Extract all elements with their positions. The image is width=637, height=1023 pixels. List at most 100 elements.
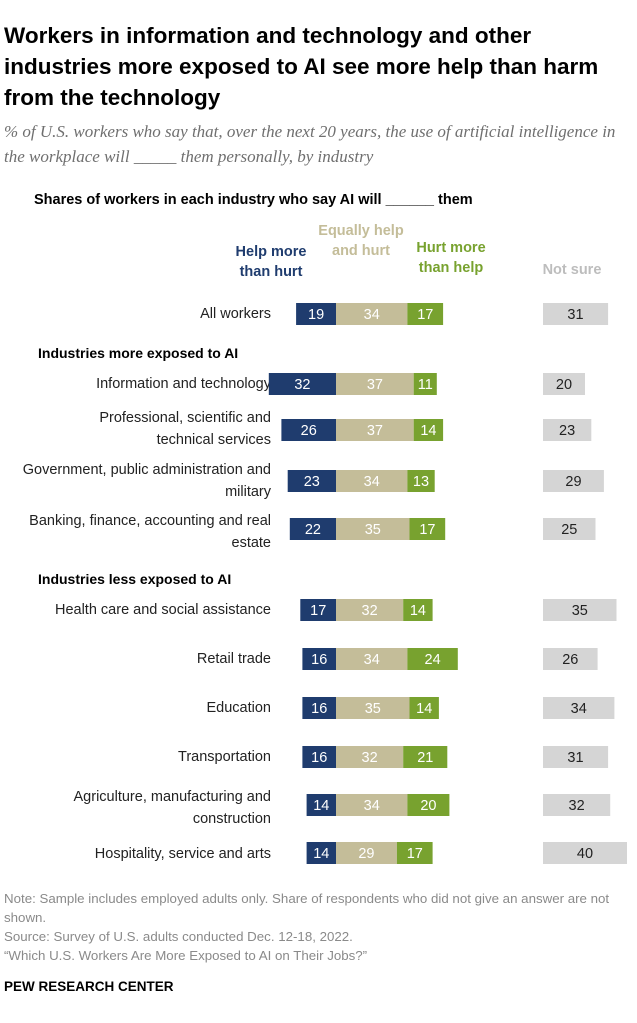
- bar-label-hurt: 24: [425, 652, 441, 668]
- bar-label-hurt: 20: [420, 798, 436, 814]
- bar-label-hurt: 21: [417, 750, 433, 766]
- category-label: Professional, scientific and technical s…: [99, 410, 271, 448]
- bar-help: [300, 599, 336, 621]
- bar-hurt: [396, 842, 433, 864]
- bar-help: [268, 373, 336, 395]
- bar-label-hurt: 14: [416, 701, 432, 717]
- bar-label-hurt: 14: [420, 423, 436, 439]
- bar-label-equal: 35: [365, 522, 381, 538]
- bar-not-sure: [543, 599, 617, 621]
- source-text: Source: Survey of U.S. adults conducted …: [4, 929, 353, 944]
- bar-not-sure: [543, 303, 609, 325]
- bar-label-hurt: 11: [418, 377, 433, 393]
- bar-hurt: [413, 373, 437, 395]
- section-less-exposed: Industries less exposed to AI: [38, 571, 232, 587]
- bar-equal: [336, 746, 404, 768]
- bar-label-equal: 34: [364, 307, 380, 323]
- bar-label-help: 14: [313, 798, 329, 814]
- bar-not-sure: [543, 648, 598, 670]
- category-label: Health care and social assistance: [54, 602, 271, 618]
- report-title: “Which U.S. Workers Are More Exposed to …: [4, 948, 368, 963]
- bar-label-not-sure: 23: [559, 423, 575, 439]
- bar-label-hurt: 17: [417, 307, 433, 323]
- footnote: Note: Sample includes employed adults on…: [4, 889, 629, 965]
- bar-label-help: 16: [311, 652, 327, 668]
- bar-hurt: [409, 518, 446, 540]
- bar-hurt: [407, 794, 450, 816]
- category-label: All workers: [200, 306, 271, 322]
- bar-label-hurt: 17: [407, 846, 423, 862]
- bar-label-equal: 35: [365, 701, 381, 717]
- bar-help: [287, 470, 336, 492]
- bar-equal: [336, 419, 414, 441]
- legend-not-sure: Not sure: [542, 262, 602, 278]
- bar-help: [281, 419, 336, 441]
- category-label: Transportation: [178, 749, 271, 765]
- bar-label-not-sure: 40: [577, 846, 593, 862]
- note-text: Note: Sample includes employed adults on…: [4, 891, 610, 925]
- bar-not-sure: [543, 518, 596, 540]
- bar-label-help: 14: [313, 846, 329, 862]
- bar-label-equal: 32: [362, 603, 378, 619]
- chart-title: Workers in information and technology an…: [4, 23, 599, 110]
- bar-equal: [336, 697, 410, 719]
- bar-not-sure: [543, 373, 585, 395]
- bar-label-not-sure: 20: [556, 377, 572, 393]
- bar-label-help: 26: [301, 423, 317, 439]
- bar-label-help: 16: [311, 701, 327, 717]
- bar-equal: [336, 303, 408, 325]
- bar-label-help: 23: [304, 474, 320, 490]
- chart-heading: Shares of workers in each industry who s…: [34, 192, 473, 208]
- bar-equal: [336, 794, 408, 816]
- bar-equal: [336, 373, 414, 395]
- bar-equal: [336, 648, 408, 670]
- bar-hurt: [407, 303, 444, 325]
- bar-label-not-sure: 31: [567, 750, 583, 766]
- legend-hurt-more-than-help: Hurt more than help: [416, 240, 486, 276]
- bar-label-hurt: 14: [410, 603, 426, 619]
- bar-label-equal: 29: [358, 846, 374, 862]
- bar-equal: [336, 518, 410, 540]
- category-label: Information and technology: [96, 376, 271, 392]
- bar-help: [289, 518, 336, 540]
- bar-hurt: [403, 746, 448, 768]
- category-label: Agriculture, manufacturing and construct…: [73, 789, 271, 827]
- bar-label-hurt: 17: [419, 522, 435, 538]
- bar-help: [296, 303, 336, 325]
- bar-label-help: 19: [308, 307, 324, 323]
- bar-equal: [336, 599, 404, 621]
- bar-hurt: [403, 599, 433, 621]
- section-more-exposed: Industries more exposed to AI: [38, 345, 239, 361]
- bar-hurt: [409, 697, 439, 719]
- category-label: Retail trade: [196, 651, 271, 667]
- bar-label-equal: 37: [367, 423, 383, 439]
- bar-help: [302, 697, 336, 719]
- bar-help: [302, 648, 336, 670]
- bar-hurt: [407, 648, 458, 670]
- bar-label-equal: 32: [362, 750, 378, 766]
- bar-label-equal: 34: [364, 798, 380, 814]
- bar-label-help: 22: [305, 522, 321, 538]
- bar-not-sure: [543, 842, 627, 864]
- legend-equally-help-and-hurt: Equally help and hurt: [318, 223, 404, 259]
- bar-label-not-sure: 35: [572, 603, 588, 619]
- bar-label-equal: 37: [367, 377, 383, 393]
- bar-label-not-sure: 34: [571, 701, 587, 717]
- bar-label-help: 17: [310, 603, 326, 619]
- bar-label-not-sure: 32: [569, 798, 585, 814]
- category-label: Education: [206, 700, 272, 716]
- bar-label-help: 32: [294, 377, 310, 393]
- bar-label-help: 16: [311, 750, 327, 766]
- category-label: Banking, finance, accounting and real es…: [29, 513, 271, 551]
- bar-equal: [336, 842, 397, 864]
- bar-hurt: [407, 470, 435, 492]
- bar-help: [302, 746, 336, 768]
- bar-help: [306, 842, 336, 864]
- bar-label-hurt: 13: [413, 474, 429, 490]
- brand-logo-text: PEW RESEARCH CENTER: [4, 979, 174, 994]
- bar-not-sure: [543, 794, 611, 816]
- category-label: Government, public administration and mi…: [22, 462, 271, 500]
- bar-label-not-sure: 25: [561, 522, 577, 538]
- bar-help: [306, 794, 336, 816]
- category-label: Hospitality, service and arts: [94, 846, 271, 862]
